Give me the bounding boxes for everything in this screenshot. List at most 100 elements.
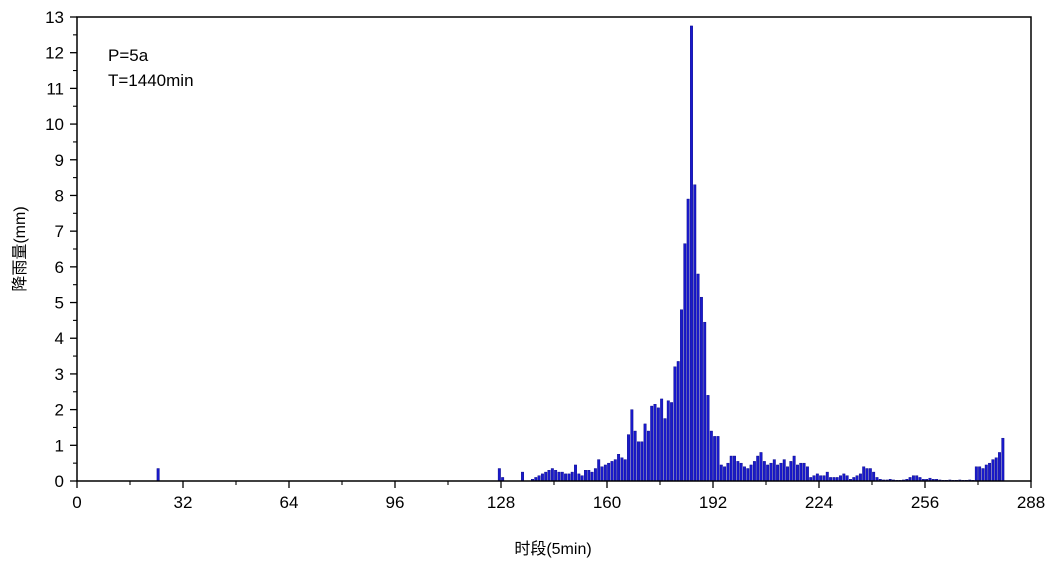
x-tick-label: 0 — [72, 493, 81, 512]
bar — [802, 462, 806, 482]
bar — [984, 464, 988, 482]
y-tick-label: 5 — [55, 294, 64, 313]
bar — [666, 400, 670, 482]
bar — [709, 430, 713, 482]
bar — [796, 464, 799, 482]
bar — [630, 409, 634, 482]
x-tick-label: 256 — [911, 493, 939, 512]
bar — [746, 468, 750, 482]
bar — [554, 470, 558, 482]
bar — [872, 471, 876, 482]
bar — [782, 459, 786, 482]
bar — [865, 468, 869, 482]
bar — [696, 273, 700, 482]
bar — [752, 461, 756, 482]
bar — [660, 398, 664, 482]
bar — [646, 430, 650, 482]
bar — [676, 361, 680, 482]
bar — [597, 459, 601, 482]
bar — [643, 423, 647, 482]
bar — [845, 475, 849, 482]
bar — [998, 452, 1001, 482]
bar — [743, 466, 746, 482]
bar — [673, 366, 677, 482]
bar — [981, 468, 985, 482]
bar — [557, 471, 561, 482]
bar — [156, 468, 160, 482]
bar — [686, 198, 690, 482]
bar — [729, 455, 733, 482]
y-tick-label: 2 — [55, 401, 64, 420]
bar — [716, 436, 720, 482]
bar — [497, 468, 501, 482]
bar — [570, 471, 574, 482]
bar — [769, 462, 773, 482]
bar — [736, 461, 740, 482]
plot-frame — [76, 16, 1032, 482]
x-tick-label: 64 — [280, 493, 299, 512]
x-tick-label: 288 — [1017, 493, 1045, 512]
bar — [683, 243, 687, 482]
y-tick-label: 1 — [55, 436, 64, 455]
y-tick-label: 3 — [55, 365, 64, 384]
y-tick-label: 0 — [55, 472, 64, 491]
x-tick-label: 32 — [174, 493, 193, 512]
bar — [766, 464, 770, 482]
y-tick-label: 9 — [55, 151, 64, 170]
y-tick-label: 6 — [55, 258, 64, 277]
bar-series — [156, 25, 1005, 482]
bar — [974, 466, 978, 482]
bar — [540, 473, 544, 482]
bar — [703, 321, 707, 482]
bar — [633, 430, 637, 482]
bar — [580, 475, 584, 482]
bar — [627, 434, 630, 482]
bar — [610, 461, 614, 482]
bar — [726, 462, 730, 482]
bar — [786, 466, 789, 482]
bar — [756, 455, 760, 482]
y-tick-label: 11 — [46, 79, 64, 98]
bar — [792, 455, 796, 482]
bar — [547, 470, 551, 482]
bar — [544, 471, 548, 482]
bar — [825, 471, 829, 482]
bar — [699, 296, 703, 482]
bar — [994, 457, 998, 482]
x-tick-label: 160 — [593, 493, 621, 512]
y-tick-label: 10 — [45, 115, 64, 134]
bar — [842, 473, 846, 482]
bar — [805, 466, 809, 482]
bar — [600, 466, 604, 482]
bar — [587, 470, 591, 482]
x-tick-label: 96 — [386, 493, 405, 512]
y-tick-label: 4 — [55, 329, 64, 348]
bar — [815, 473, 819, 482]
x-tick-label: 128 — [487, 493, 515, 512]
bar — [868, 468, 872, 482]
x-axis-label: 时段(5min) — [514, 540, 591, 558]
bar — [663, 418, 667, 482]
x-tick-label: 224 — [805, 493, 833, 512]
bar — [789, 461, 793, 482]
bar — [584, 470, 587, 482]
bar — [911, 475, 915, 482]
bar — [537, 475, 541, 482]
bar — [607, 462, 611, 482]
bar — [988, 462, 992, 482]
y-tick-label: 12 — [45, 44, 64, 63]
bar — [656, 407, 660, 482]
y-tick-label: 7 — [55, 222, 64, 241]
bar — [650, 405, 654, 482]
bar — [762, 461, 766, 482]
y-axis-label: 降雨量(mm) — [11, 206, 29, 291]
bar — [839, 475, 842, 482]
bar — [613, 459, 617, 482]
bar — [812, 475, 816, 482]
bar — [779, 462, 783, 482]
bar — [693, 184, 697, 482]
bar — [567, 473, 571, 482]
y-tick-label: 13 — [45, 8, 64, 27]
